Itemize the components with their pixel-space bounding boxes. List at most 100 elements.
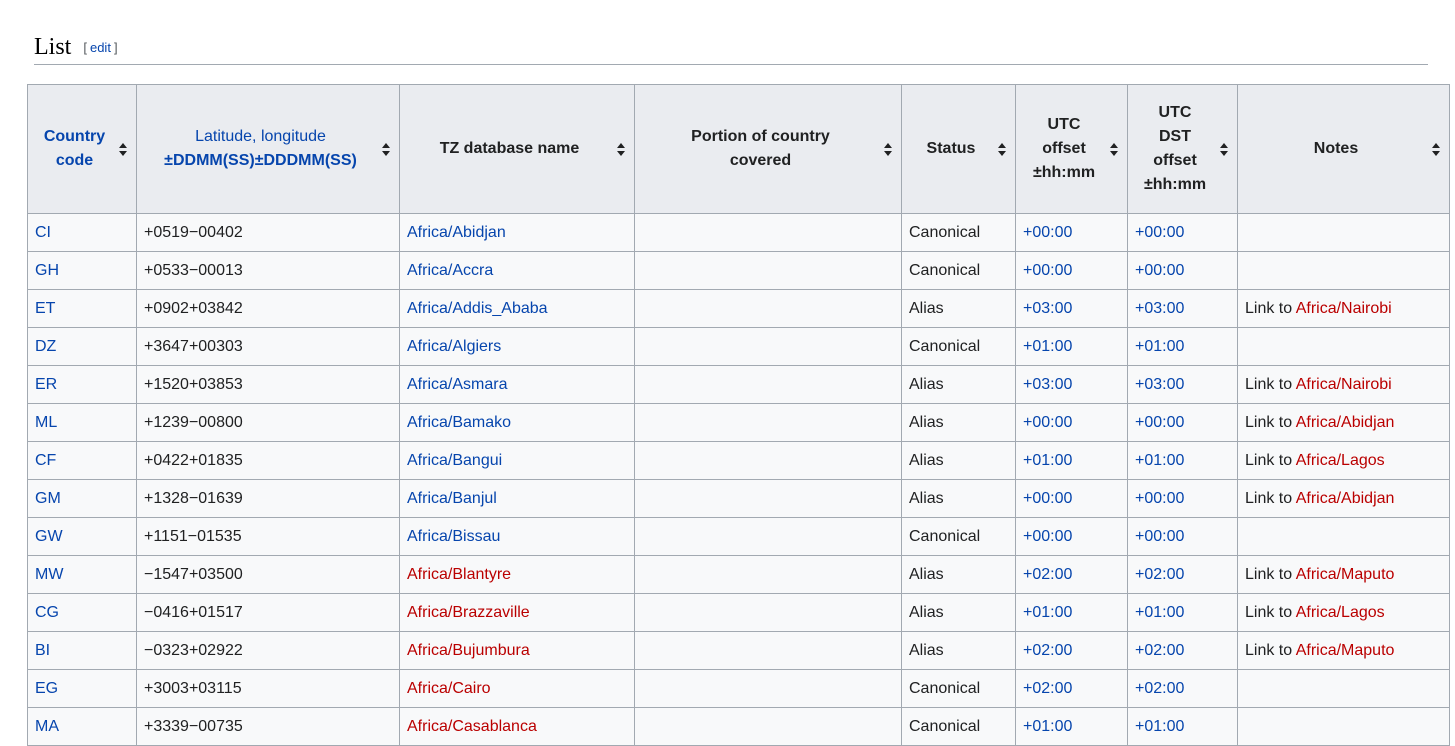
- utc-dst-offset-link[interactable]: +01:00: [1135, 718, 1185, 735]
- coordinates-cell: −1547+03500: [136, 555, 400, 594]
- sort-icon[interactable]: [1220, 143, 1228, 156]
- edit-section-link[interactable]: edit: [89, 40, 111, 55]
- utc-dst-offset-link[interactable]: +00:00: [1135, 262, 1185, 279]
- utc-offset-link[interactable]: +02:00: [1023, 642, 1073, 659]
- portion-cell: [634, 555, 902, 594]
- tz-name-link[interactable]: Africa/Bissau: [407, 528, 501, 545]
- country-code-link[interactable]: BI: [35, 642, 51, 659]
- portion-cell: [634, 517, 902, 556]
- utc-offset-link[interactable]: +00:00: [1023, 414, 1073, 431]
- latlong-header-link[interactable]: Latitude, longitude ±DDMM(SS)±DDDMM(SS): [164, 128, 357, 169]
- notes-link[interactable]: Africa/Abidjan: [1295, 414, 1395, 431]
- notes-link[interactable]: Africa/Nairobi: [1295, 376, 1392, 393]
- utc-offset-link[interactable]: +00:00: [1023, 490, 1073, 507]
- utc-dst-offset-link[interactable]: +03:00: [1135, 300, 1185, 317]
- utc-dst-offset-link[interactable]: +00:00: [1135, 528, 1185, 545]
- notes-link[interactable]: Africa/Abidjan: [1295, 490, 1395, 507]
- utc-offset-cell: +03:00: [1015, 365, 1128, 404]
- country-code-link[interactable]: DZ: [35, 338, 57, 355]
- sort-icon[interactable]: [617, 143, 625, 156]
- utc-offset-link[interactable]: +00:00: [1023, 262, 1073, 279]
- tz-name-link[interactable]: Africa/Brazzaville: [407, 604, 530, 621]
- sort-icon[interactable]: [382, 143, 390, 156]
- column-header-notes[interactable]: Notes: [1237, 84, 1450, 214]
- utc-dst-offset-link[interactable]: +02:00: [1135, 642, 1185, 659]
- country-code-link[interactable]: CG: [35, 604, 59, 621]
- notes-link[interactable]: Africa/Lagos: [1295, 604, 1385, 621]
- notes-link[interactable]: Africa/Nairobi: [1295, 300, 1392, 317]
- table-body: CI +0519−00402 Africa/Abidjan Canonical +00:…: [27, 213, 1450, 746]
- country-code-link[interactable]: CI: [35, 224, 51, 241]
- sort-icon[interactable]: [119, 143, 127, 156]
- status-cell: Canonical: [901, 213, 1016, 252]
- country-code-link[interactable]: ET: [35, 300, 56, 317]
- tz-name-link[interactable]: Africa/Bamako: [407, 414, 512, 431]
- country-code-link[interactable]: MA: [35, 718, 59, 735]
- country-code-header-link[interactable]: Country code: [43, 128, 106, 169]
- column-header-status[interactable]: Status: [901, 84, 1016, 214]
- country-code-link[interactable]: GM: [35, 490, 61, 507]
- sort-icon[interactable]: [1432, 143, 1440, 156]
- country-code-link[interactable]: CF: [35, 452, 57, 469]
- country-code-cell: EG: [27, 669, 137, 708]
- utc-dst-offset-link[interactable]: +02:00: [1135, 566, 1185, 583]
- country-code-link[interactable]: GH: [35, 262, 59, 279]
- utc-dst-offset-link[interactable]: +02:00: [1135, 680, 1185, 697]
- notes-link[interactable]: Africa/Maputo: [1295, 566, 1395, 583]
- utc-offset-link[interactable]: +00:00: [1023, 528, 1073, 545]
- utc-dst-offset-link[interactable]: +03:00: [1135, 376, 1185, 393]
- tz-name-cell: Africa/Algiers: [399, 327, 635, 366]
- tz-name-link[interactable]: Africa/Banjul: [407, 490, 497, 507]
- country-code-link[interactable]: MW: [35, 566, 64, 583]
- tz-name-link[interactable]: Africa/Accra: [407, 262, 494, 279]
- notes-link[interactable]: Africa/Lagos: [1295, 452, 1385, 469]
- utc-offset-link[interactable]: +03:00: [1023, 300, 1073, 317]
- tz-name-link[interactable]: Africa/Bangui: [407, 452, 503, 469]
- column-header-country-code[interactable]: Country code: [27, 84, 137, 214]
- utc-offset-link[interactable]: +00:00: [1023, 224, 1073, 241]
- tz-name-link[interactable]: Africa/Bujumbura: [407, 642, 530, 659]
- utc-offset-link[interactable]: +03:00: [1023, 376, 1073, 393]
- country-code-link[interactable]: GW: [35, 528, 63, 545]
- sort-icon[interactable]: [998, 143, 1006, 156]
- utc-dst-offset-link[interactable]: +00:00: [1135, 490, 1185, 507]
- tz-name-link[interactable]: Africa/Asmara: [407, 376, 508, 393]
- country-code-link[interactable]: EG: [35, 680, 59, 697]
- utc-dst-offset-link[interactable]: +01:00: [1135, 452, 1185, 469]
- sort-icon[interactable]: [1110, 143, 1118, 156]
- notes-cell: Link to Africa/Abidjan: [1237, 403, 1450, 442]
- tz-name-link[interactable]: Africa/Blantyre: [407, 566, 512, 583]
- tz-name-link[interactable]: Africa/Addis_Ababa: [407, 300, 548, 317]
- country-code-link[interactable]: ER: [35, 376, 58, 393]
- column-header-portion[interactable]: Portion of country covered: [634, 84, 902, 214]
- table-header-row: Country code Latitude, longitude ±DDMM(SS)…: [27, 84, 1450, 214]
- utc-offset-link[interactable]: +01:00: [1023, 338, 1073, 355]
- country-code-cell: GH: [27, 251, 137, 290]
- column-header-latlong[interactable]: Latitude, longitude ±DDMM(SS)±DDDMM(SS): [136, 84, 400, 214]
- column-header-utc-dst-offset[interactable]: UTC DST offset ±hh:mm: [1127, 84, 1238, 214]
- sort-icon[interactable]: [884, 143, 892, 156]
- utc-dst-offset-link[interactable]: +00:00: [1135, 414, 1185, 431]
- status-cell: Alias: [901, 631, 1016, 670]
- status-cell: Alias: [901, 403, 1016, 442]
- column-header-tz-name[interactable]: TZ database name: [399, 84, 635, 214]
- utc-dst-offset-link[interactable]: +01:00: [1135, 338, 1185, 355]
- tz-name-link[interactable]: Africa/Algiers: [407, 338, 502, 355]
- column-header-utc-offset[interactable]: UTC offset ±hh:mm: [1015, 84, 1128, 214]
- section-heading: List [edit]: [34, 30, 1428, 65]
- coordinates-cell: +1151−01535: [136, 517, 400, 556]
- utc-offset-link[interactable]: +01:00: [1023, 452, 1073, 469]
- utc-offset-link[interactable]: +01:00: [1023, 718, 1073, 735]
- country-code-cell: BI: [27, 631, 137, 670]
- utc-offset-link[interactable]: +02:00: [1023, 566, 1073, 583]
- tz-name-link[interactable]: Africa/Cairo: [407, 680, 491, 697]
- utc-offset-link[interactable]: +01:00: [1023, 604, 1073, 621]
- tz-name-link[interactable]: Africa/Casablanca: [407, 718, 537, 735]
- notes-link[interactable]: Africa/Maputo: [1295, 642, 1395, 659]
- utc-dst-offset-cell: +01:00: [1127, 707, 1238, 746]
- country-code-link[interactable]: ML: [35, 414, 58, 431]
- utc-dst-offset-link[interactable]: +01:00: [1135, 604, 1185, 621]
- utc-offset-link[interactable]: +02:00: [1023, 680, 1073, 697]
- utc-dst-offset-link[interactable]: +00:00: [1135, 224, 1185, 241]
- tz-name-link[interactable]: Africa/Abidjan: [407, 224, 506, 241]
